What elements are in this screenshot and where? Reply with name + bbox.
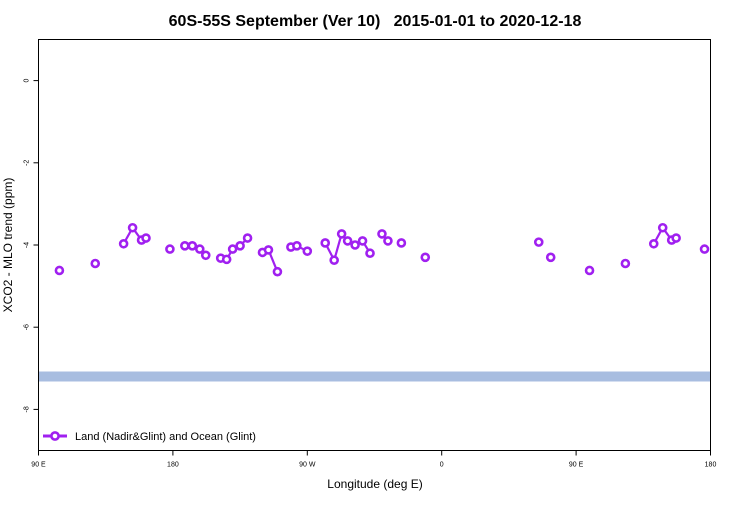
data-point (180, 241, 190, 251)
data-point (420, 252, 431, 263)
x-axis: 90 E 180 90 W 0 90 E 180 (31, 450, 717, 469)
data-point (584, 265, 595, 276)
y-axis-label: XCO2 - MLO trend (ppm) (1, 178, 15, 313)
legend: Land (Nadir&Glint) and Ocean (Glint) (43, 431, 256, 443)
x-tick-label: 180 (167, 462, 179, 469)
data-point (657, 222, 668, 233)
data-point (357, 236, 368, 246)
x-tick-label: 0 (440, 462, 444, 469)
data-point (302, 246, 313, 256)
y-tick-label: 0 (24, 79, 31, 83)
data-point (200, 250, 211, 261)
data-point (54, 265, 65, 276)
data-point (320, 238, 331, 248)
data-point (118, 238, 129, 249)
y-tick-label: -8 (24, 406, 31, 412)
data-point (350, 240, 360, 250)
y-axis: 0 -2 -4 -6 -8 (24, 79, 39, 413)
data-point (336, 229, 347, 239)
data-point (377, 229, 387, 239)
data-point (365, 248, 375, 259)
data-point (235, 241, 245, 251)
data-point (533, 237, 544, 247)
data-point (545, 252, 556, 263)
chart-title: 60S-55S September (Ver 10) 2015-01-01 to… (169, 13, 582, 30)
data-point (221, 254, 232, 265)
x-tick-label: 180 (705, 462, 717, 469)
data-point (127, 222, 138, 233)
data-point (165, 244, 175, 254)
data-point (272, 266, 283, 277)
data-point (90, 258, 101, 269)
data-point (383, 236, 393, 246)
data-point (620, 258, 631, 269)
data-point (699, 244, 710, 254)
data-point (329, 255, 339, 266)
data-point (227, 244, 238, 254)
x-tick-label: 90 E (569, 462, 584, 469)
data-point (187, 241, 198, 251)
data-point (141, 233, 151, 243)
series-layer (54, 222, 710, 277)
legend-marker-swatch (50, 431, 60, 441)
plot-frame (38, 39, 711, 451)
data-point (648, 238, 659, 249)
data-point (396, 238, 407, 248)
data-point (292, 241, 302, 251)
y-tick-label: -2 (24, 160, 31, 166)
y-tick-label: -6 (24, 324, 31, 330)
y-tick-label: -4 (24, 242, 31, 248)
data-point (242, 233, 253, 243)
x-axis-label: Longitude (deg E) (327, 477, 422, 491)
x-tick-label: 90 E (31, 462, 46, 469)
data-point (194, 244, 205, 254)
legend-label: Land (Nadir&Glint) and Ocean (Glint) (75, 431, 256, 443)
data-point (342, 236, 353, 246)
data-point (671, 233, 681, 243)
data-point (263, 245, 274, 255)
x-tick-label: 90 W (299, 462, 316, 469)
